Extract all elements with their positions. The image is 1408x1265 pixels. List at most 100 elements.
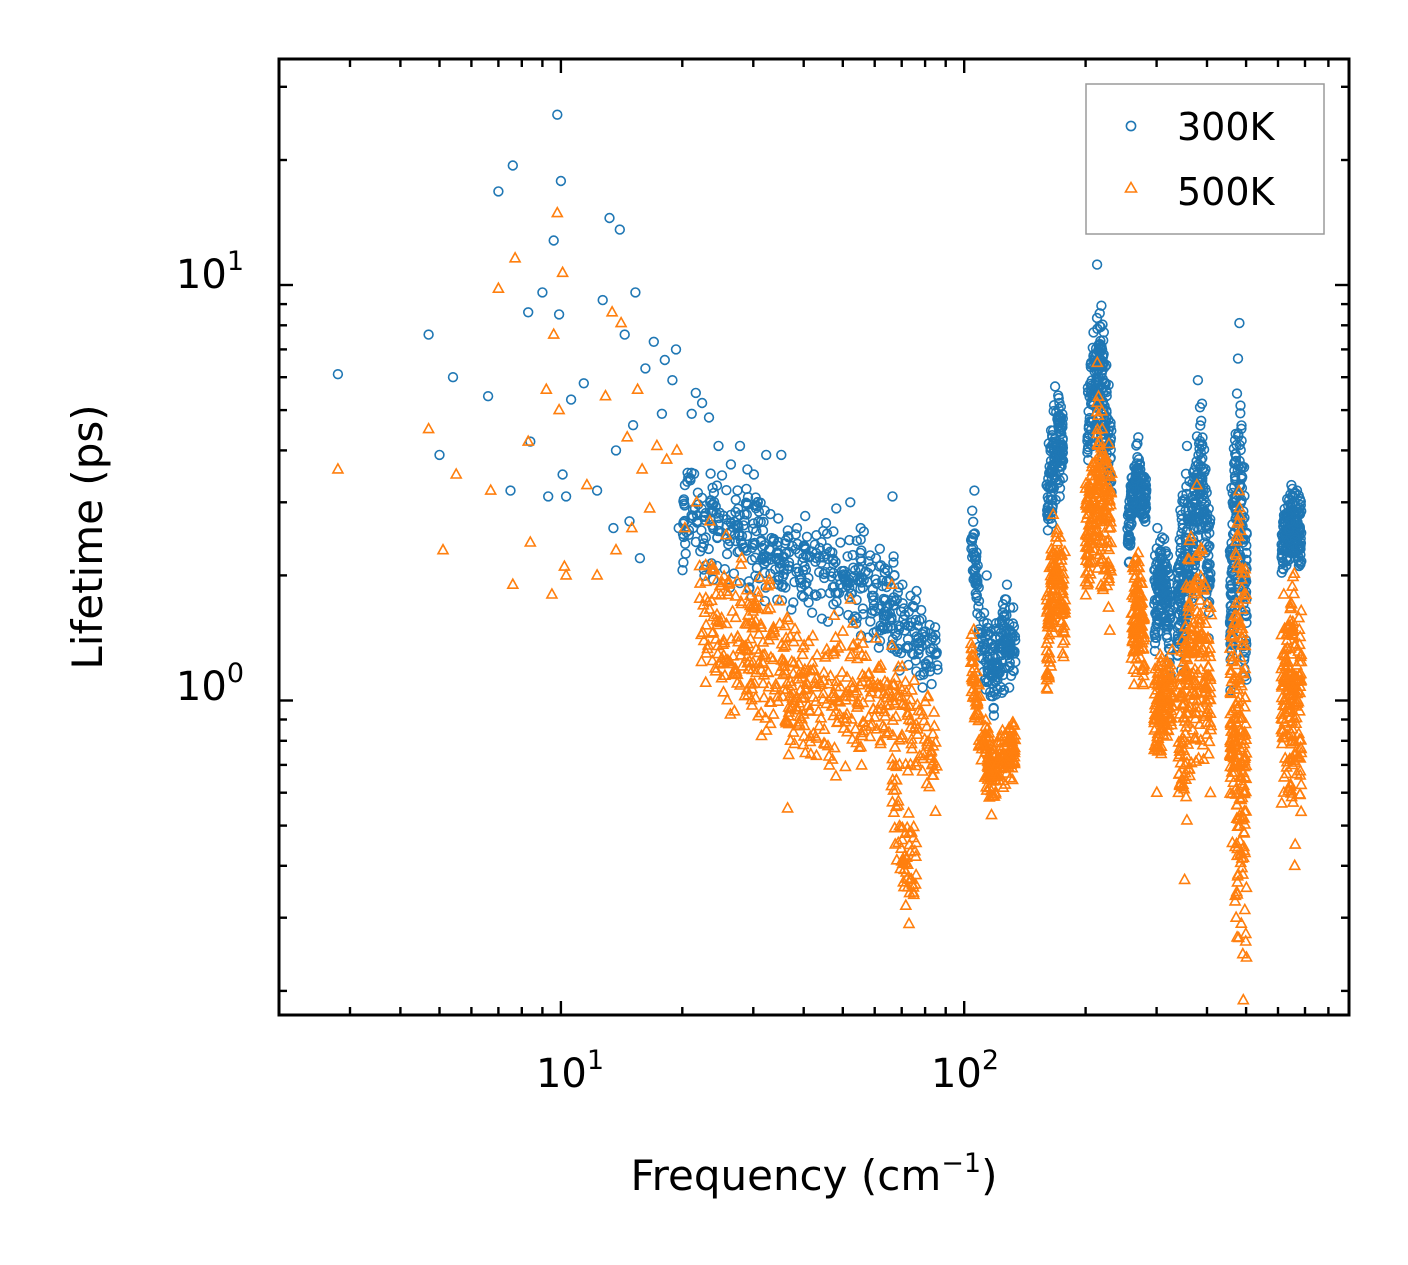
data-point-500K bbox=[1232, 812, 1246, 824]
data-point-300K bbox=[900, 642, 911, 654]
data-point-300K bbox=[862, 576, 873, 588]
data-point-300K bbox=[1152, 572, 1164, 583]
data-point-500K bbox=[599, 389, 612, 401]
data-point-500K bbox=[1237, 839, 1251, 852]
data-point-300K bbox=[1279, 518, 1290, 530]
data-point-500K bbox=[887, 783, 900, 795]
data-point-300K bbox=[811, 529, 822, 541]
data-point-500K bbox=[650, 438, 664, 451]
data-point-300K bbox=[614, 224, 625, 235]
data-point-300K bbox=[507, 160, 518, 171]
data-point-300K bbox=[755, 516, 766, 528]
data-point-300K bbox=[1004, 618, 1015, 630]
data-point-300K bbox=[1278, 535, 1290, 547]
data-point-500K bbox=[907, 673, 921, 685]
data-point-500K bbox=[1054, 593, 1068, 605]
data-point-300K bbox=[787, 540, 798, 552]
data-point-500K bbox=[705, 593, 718, 606]
data-point-500K bbox=[809, 680, 823, 692]
data-point-500K bbox=[1131, 545, 1145, 558]
series-300K-markers bbox=[332, 109, 1307, 721]
data-point-300K bbox=[1195, 486, 1206, 498]
data-point-500K bbox=[809, 676, 822, 688]
data-point-500K bbox=[1232, 786, 1245, 798]
data-point-300K bbox=[713, 440, 724, 452]
data-point-500K bbox=[767, 620, 780, 632]
data-point-500K bbox=[821, 738, 835, 751]
data-point-300K bbox=[816, 613, 828, 624]
data-point-300K bbox=[874, 635, 886, 647]
data-point-300K bbox=[560, 491, 572, 502]
data-point-500K bbox=[895, 731, 908, 743]
data-point-500K bbox=[1041, 616, 1055, 629]
data-point-500K bbox=[1294, 741, 1308, 754]
data-point-500K bbox=[783, 689, 796, 701]
data-point-300K bbox=[1055, 461, 1067, 472]
data-point-300K bbox=[686, 408, 697, 419]
data-point-500K bbox=[719, 528, 733, 540]
y-tick-label-10: 101 bbox=[176, 246, 244, 298]
data-point-500K bbox=[1005, 730, 1018, 743]
data-point-300K bbox=[969, 566, 980, 577]
data-point-300K bbox=[648, 336, 659, 347]
data-point-500K bbox=[985, 807, 998, 820]
data-point-300K bbox=[867, 584, 878, 595]
data-point-500K bbox=[917, 713, 931, 726]
data-point-300K bbox=[557, 469, 568, 480]
data-point-500K bbox=[749, 642, 763, 654]
data-point-500K bbox=[693, 576, 707, 588]
data-point-500K bbox=[1288, 746, 1301, 759]
data-point-500K bbox=[1278, 751, 1292, 763]
data-point-500K bbox=[699, 557, 713, 570]
data-point-300K bbox=[555, 175, 567, 187]
data-point-500K bbox=[1056, 583, 1069, 596]
data-point-500K bbox=[1238, 727, 1252, 739]
data-point-500K bbox=[1127, 677, 1141, 690]
data-point-300K bbox=[1276, 567, 1287, 578]
data-point-500K bbox=[1103, 623, 1117, 635]
data-point-300K bbox=[732, 485, 743, 496]
data-point-300K bbox=[765, 508, 776, 520]
data-point-500K bbox=[1148, 687, 1162, 699]
data-point-500K bbox=[793, 709, 806, 721]
data-point-300K bbox=[677, 564, 688, 576]
data-point-500K bbox=[918, 732, 932, 744]
data-point-300K bbox=[741, 509, 752, 520]
data-point-500K bbox=[906, 877, 919, 890]
data-point-500K bbox=[927, 719, 941, 731]
data-point-500K bbox=[893, 733, 906, 745]
data-point-300K bbox=[786, 604, 797, 615]
data-point-300K bbox=[542, 491, 554, 502]
data-point-500K bbox=[735, 551, 749, 563]
data-point-500K bbox=[1190, 477, 1204, 490]
data-point-500K bbox=[1238, 592, 1252, 604]
data-point-500K bbox=[873, 678, 887, 691]
data-point-300K bbox=[679, 538, 691, 549]
data-point-500K bbox=[1176, 686, 1189, 698]
data-point-300K bbox=[1286, 479, 1297, 491]
data-point-500K bbox=[1200, 597, 1214, 610]
data-point-500K bbox=[1159, 680, 1173, 693]
data-point-500K bbox=[1233, 508, 1247, 520]
data-point-300K bbox=[772, 540, 783, 551]
data-point-500K bbox=[1046, 507, 1060, 519]
data-point-500K bbox=[901, 706, 914, 718]
data-point-500K bbox=[887, 805, 901, 817]
data-point-300K bbox=[1082, 447, 1093, 458]
data-point-300K bbox=[1049, 381, 1061, 392]
data-point-500K bbox=[1275, 736, 1289, 749]
data-point-300K bbox=[908, 601, 920, 613]
data-point-500K bbox=[1284, 600, 1298, 612]
data-point-500K bbox=[878, 704, 891, 717]
data-point-500K bbox=[782, 716, 796, 729]
data-point-500K bbox=[926, 727, 940, 739]
data-point-500K bbox=[864, 719, 878, 731]
data-point-500K bbox=[888, 837, 902, 849]
data-point-300K bbox=[988, 710, 1000, 721]
data-point-500K bbox=[757, 668, 771, 680]
data-point-300K bbox=[888, 557, 899, 568]
data-point-500K bbox=[1184, 622, 1198, 634]
data-point-500K bbox=[1125, 606, 1139, 618]
data-point-500K bbox=[1137, 611, 1151, 623]
data-point-500K bbox=[1204, 785, 1217, 798]
